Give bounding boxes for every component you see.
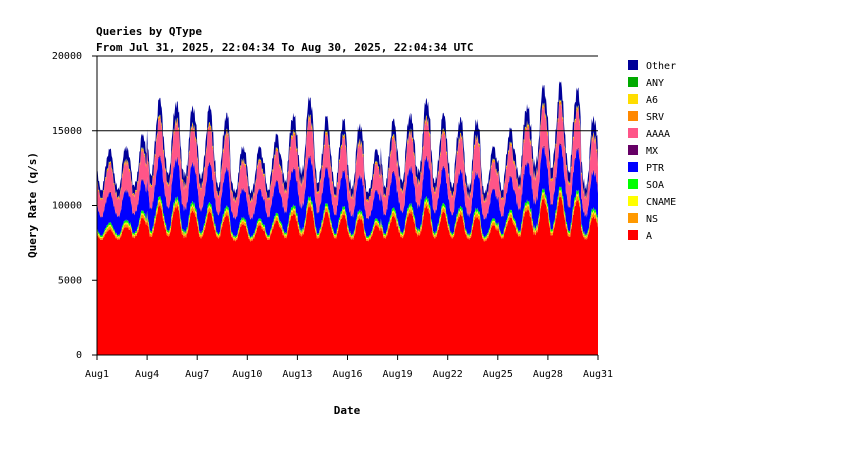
x-tick-label-aug19: Aug19 xyxy=(383,369,413,380)
chart-subtitle: From Jul 31, 2025, 22:04:34 To Aug 30, 2… xyxy=(96,41,474,54)
y-tick-label-10000: 10000 xyxy=(52,201,82,212)
legend-swatch-any xyxy=(628,77,638,87)
legend-swatch-a xyxy=(628,230,638,240)
x-tick-label-aug28: Aug28 xyxy=(533,369,563,380)
y-tick-label-15000: 15000 xyxy=(52,126,82,137)
x-tick-label-aug25: Aug25 xyxy=(483,369,513,380)
legend-label-cname: CNAME xyxy=(646,197,676,208)
x-tick-label-aug4: Aug4 xyxy=(135,369,159,380)
series-area-ptr xyxy=(97,144,598,238)
legend-label-a: A xyxy=(646,231,652,242)
legend-swatch-other xyxy=(628,60,638,70)
plot-area xyxy=(97,81,598,355)
series-area-aaaa xyxy=(97,103,598,220)
x-tick-label-aug1: Aug1 xyxy=(85,369,109,380)
legend: Other ANY A6 SRV AAAA MX PTR SOA CNAME NS A xyxy=(628,60,676,242)
legend-swatch-srv xyxy=(628,111,638,121)
axes: 0 5000 10000 15000 20000 Aug1 Aug4 Aug7 Aug10 Aug… xyxy=(52,51,613,380)
y-axis-label: Query Rate (q/s) xyxy=(26,152,39,258)
series-area-a xyxy=(97,196,598,355)
legend-label-aaaa: AAAA xyxy=(646,129,670,140)
legend-label-soa: SOA xyxy=(646,180,664,191)
x-axis-label: Date xyxy=(334,404,361,417)
series-area-ns xyxy=(97,192,598,242)
legend-label-ptr: PTR xyxy=(646,163,665,174)
legend-swatch-ns xyxy=(628,213,638,223)
legend-swatch-soa xyxy=(628,179,638,189)
legend-label-ns: NS xyxy=(646,214,658,225)
legend-label-mx: MX xyxy=(646,146,658,157)
y-tick-label-5000: 5000 xyxy=(58,275,82,286)
x-tick-label-aug10: Aug10 xyxy=(232,369,262,380)
x-tick-label-aug13: Aug13 xyxy=(282,369,312,380)
x-tick-label-aug31: Aug31 xyxy=(583,369,613,380)
y-tick-label-0: 0 xyxy=(76,350,82,361)
legend-swatch-ptr xyxy=(628,162,638,172)
legend-label-srv: SRV xyxy=(646,112,664,123)
legend-swatch-aaaa xyxy=(628,128,638,138)
x-tick-label-aug7: Aug7 xyxy=(185,369,209,380)
legend-label-a6: A6 xyxy=(646,95,658,106)
chart-title: Queries by QType xyxy=(96,25,202,38)
y-tick-label-20000: 20000 xyxy=(52,51,82,62)
legend-label-other: Other xyxy=(646,61,676,72)
legend-swatch-cname xyxy=(628,196,638,206)
legend-label-any: ANY xyxy=(646,78,664,89)
legend-swatch-mx xyxy=(628,145,638,155)
x-tick-label-aug16: Aug16 xyxy=(332,369,362,380)
legend-swatch-a6 xyxy=(628,94,638,104)
x-tick-label-aug22: Aug22 xyxy=(433,369,463,380)
